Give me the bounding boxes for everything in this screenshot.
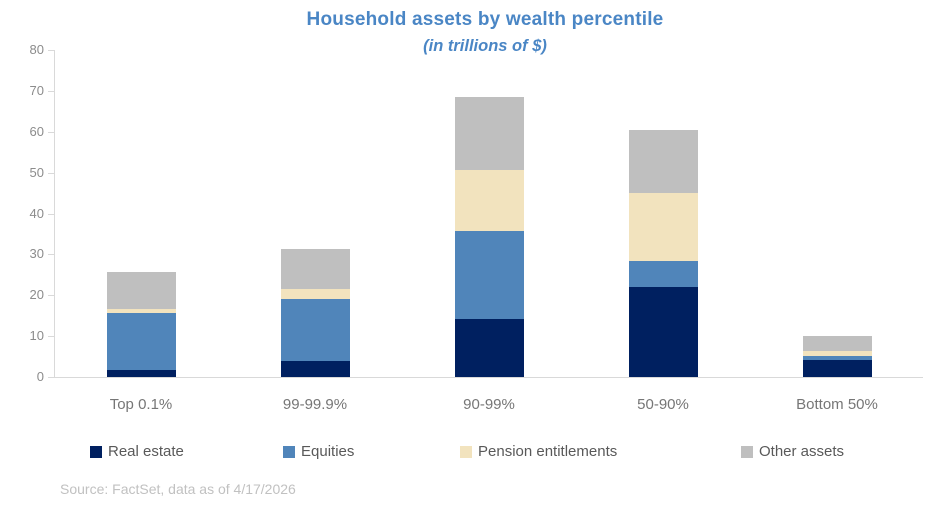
legend-swatch-icon <box>283 446 295 458</box>
x-label-1: Top 0.1% <box>109 396 173 413</box>
bar-top-0.1- <box>106 272 176 377</box>
y-tick-mark <box>48 50 54 51</box>
bar-segment-equities <box>454 231 524 320</box>
legend-swatch-icon <box>460 446 472 458</box>
bar-segment-equities <box>280 299 350 361</box>
y-tick-mark <box>48 295 54 297</box>
bar-segment-real-estate <box>454 319 524 377</box>
legend-label: Real estate <box>108 443 184 460</box>
bar-segment-pension-entitlements <box>454 169 524 232</box>
y-tick-label: 70 <box>29 82 44 98</box>
y-axis-line <box>54 50 55 378</box>
bar-segment-real-estate <box>106 370 176 377</box>
bar-segment-equities <box>628 260 698 288</box>
x-axis-line <box>54 377 923 378</box>
y-tick-mark <box>48 213 54 215</box>
bar-segment-other-assets <box>628 129 698 194</box>
y-tick-label: 80 <box>29 42 44 57</box>
legend-label: Equities <box>301 443 355 460</box>
bar-segment-equities <box>106 313 176 371</box>
legend-label: Pension entitlements <box>478 443 618 460</box>
bar-segment-other-assets <box>106 272 176 310</box>
legend-swatch-icon <box>90 446 102 458</box>
y-tick-mark <box>48 172 54 174</box>
y-tick-mark <box>48 336 54 338</box>
bar-90-99- <box>454 97 524 377</box>
bar-segment-other-assets <box>802 335 872 352</box>
bar-segment-real-estate <box>628 287 698 377</box>
bar-segment-pension-entitlements <box>280 288 350 300</box>
source-note: Source: FactSet, data as of 4/17/2026 <box>60 481 296 497</box>
y-tick-label: 60 <box>29 123 44 139</box>
bar-segment-equities <box>802 356 872 361</box>
y-tick-mark <box>48 131 54 133</box>
y-tick-label: 10 <box>29 328 44 344</box>
x-label-3: 90-99% <box>463 396 515 413</box>
y-tick-label: 30 <box>29 246 44 262</box>
bar-segment-real-estate <box>280 360 350 377</box>
bar-99-99.9- <box>280 249 350 377</box>
bar-segment-other-assets <box>454 97 524 170</box>
x-label-4: 50-90% <box>637 396 689 413</box>
y-tick-mark <box>48 254 54 256</box>
bar-bottom-50- <box>802 335 872 377</box>
x-label-5: Bottom 50% <box>796 396 878 413</box>
y-tick-mark <box>48 90 54 92</box>
bar-segment-pension-entitlements <box>628 193 698 261</box>
bar-segment-pension-entitlements <box>106 309 176 314</box>
y-tick-label: 40 <box>29 205 44 221</box>
chart-title: Household assets by wealth percentile <box>306 9 664 30</box>
bar-50-90- <box>628 129 698 377</box>
y-tick-label: 50 <box>29 164 44 180</box>
y-tick-label: 0 <box>36 369 44 384</box>
legend-swatch-icon <box>741 446 753 458</box>
bar-segment-real-estate <box>802 360 872 377</box>
legend-label: Other assets <box>759 443 845 460</box>
chart-subtitle: (in trillions of $) <box>423 37 547 55</box>
bar-segment-other-assets <box>280 249 350 289</box>
x-label-2: 99-99.9% <box>282 396 348 413</box>
y-tick-mark <box>48 377 54 378</box>
bar-segment-pension-entitlements <box>802 351 872 357</box>
y-tick-label: 20 <box>29 287 44 303</box>
